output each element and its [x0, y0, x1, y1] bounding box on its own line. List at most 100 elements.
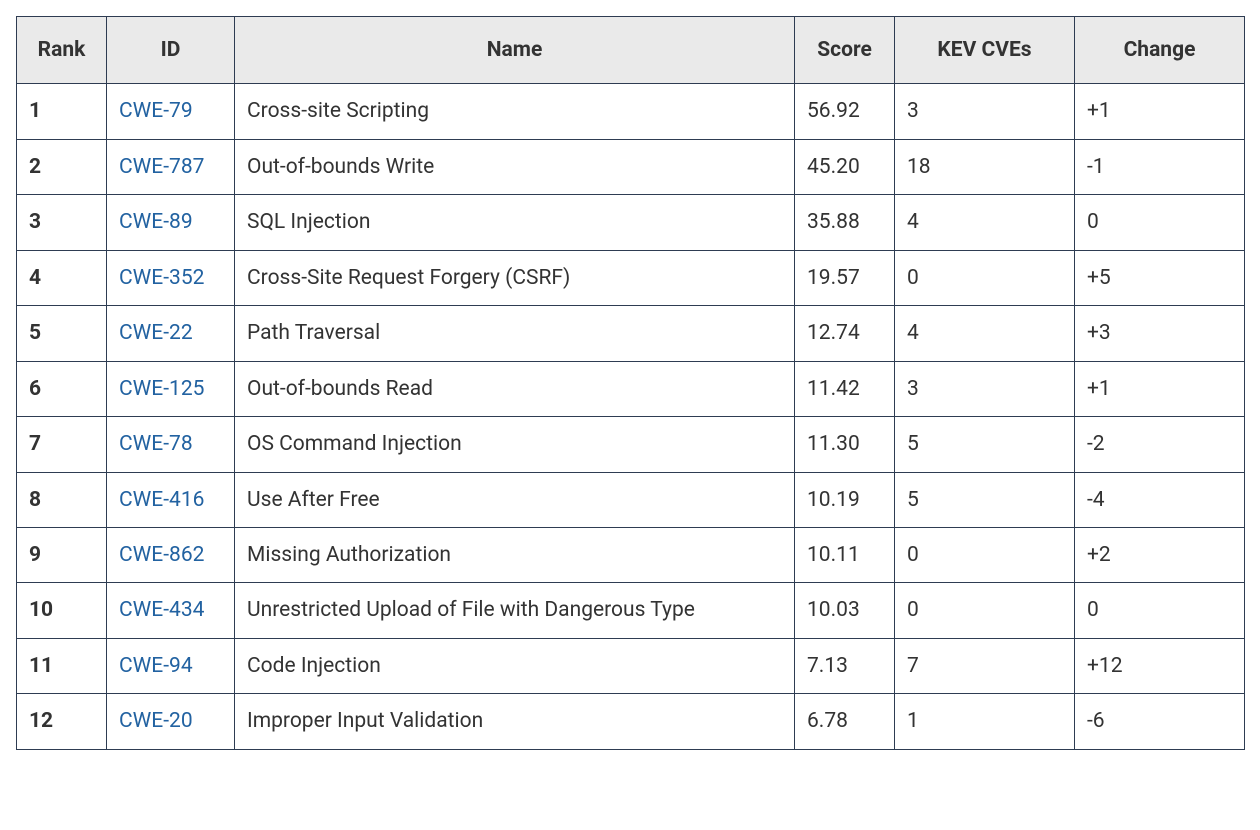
cell-score: 10.11 — [795, 527, 895, 582]
cell-score: 7.13 — [795, 638, 895, 693]
cwe-link[interactable]: CWE-22 — [119, 321, 193, 345]
cwe-link[interactable]: CWE-787 — [119, 155, 204, 179]
cell-change: -2 — [1075, 417, 1245, 472]
cell-rank: 8 — [17, 472, 107, 527]
cwe-link[interactable]: CWE-94 — [119, 654, 193, 678]
table-row: 2 CWE-787 Out-of-bounds Write 45.20 18 -… — [17, 139, 1245, 194]
col-header-id: ID — [107, 17, 235, 84]
cell-id: CWE-862 — [107, 527, 235, 582]
cell-name: Out-of-bounds Write — [235, 139, 795, 194]
cell-change: +3 — [1075, 306, 1245, 361]
cell-score: 56.92 — [795, 84, 895, 139]
table-header-row: Rank ID Name Score KEV CVEs Change — [17, 17, 1245, 84]
cwe-top-table: Rank ID Name Score KEV CVEs Change 1 CWE… — [16, 16, 1245, 750]
col-header-kev: KEV CVEs — [895, 17, 1075, 84]
cell-change: +1 — [1075, 84, 1245, 139]
cell-kev: 0 — [895, 583, 1075, 638]
cell-change: +12 — [1075, 638, 1245, 693]
cell-change: -1 — [1075, 139, 1245, 194]
table-row: 12 CWE-20 Improper Input Validation 6.78… — [17, 694, 1245, 749]
cell-rank: 2 — [17, 139, 107, 194]
cell-name: Use After Free — [235, 472, 795, 527]
cwe-link[interactable]: CWE-20 — [119, 709, 193, 733]
cwe-link[interactable]: CWE-78 — [119, 432, 193, 456]
cell-change: 0 — [1075, 583, 1245, 638]
table-row: 3 CWE-89 SQL Injection 35.88 4 0 — [17, 195, 1245, 250]
cell-change: -6 — [1075, 694, 1245, 749]
cell-name: Out-of-bounds Read — [235, 361, 795, 416]
cell-id: CWE-79 — [107, 84, 235, 139]
cell-name: Cross-site Scripting — [235, 84, 795, 139]
cell-name: Unrestricted Upload of File with Dangero… — [235, 583, 795, 638]
col-header-score: Score — [795, 17, 895, 84]
table-row: 10 CWE-434 Unrestricted Upload of File w… — [17, 583, 1245, 638]
cell-kev: 0 — [895, 250, 1075, 305]
cell-id: CWE-434 — [107, 583, 235, 638]
cwe-link[interactable]: CWE-125 — [119, 377, 204, 401]
table-row: 9 CWE-862 Missing Authorization 10.11 0 … — [17, 527, 1245, 582]
cell-rank: 9 — [17, 527, 107, 582]
table-row: 5 CWE-22 Path Traversal 12.74 4 +3 — [17, 306, 1245, 361]
cell-rank: 1 — [17, 84, 107, 139]
cell-id: CWE-20 — [107, 694, 235, 749]
cell-score: 45.20 — [795, 139, 895, 194]
cell-kev: 7 — [895, 638, 1075, 693]
cell-id: CWE-352 — [107, 250, 235, 305]
cell-score: 10.19 — [795, 472, 895, 527]
cwe-link[interactable]: CWE-416 — [119, 488, 204, 512]
cell-kev: 18 — [895, 139, 1075, 194]
cell-name: Code Injection — [235, 638, 795, 693]
cell-change: +5 — [1075, 250, 1245, 305]
cell-name: Cross-Site Request Forgery (CSRF) — [235, 250, 795, 305]
cell-id: CWE-125 — [107, 361, 235, 416]
cell-name: SQL Injection — [235, 195, 795, 250]
cell-id: CWE-78 — [107, 417, 235, 472]
col-header-change: Change — [1075, 17, 1245, 84]
cell-id: CWE-22 — [107, 306, 235, 361]
cell-name: Missing Authorization — [235, 527, 795, 582]
cell-kev: 4 — [895, 195, 1075, 250]
cwe-link[interactable]: CWE-352 — [119, 266, 204, 290]
cell-rank: 11 — [17, 638, 107, 693]
table-row: 7 CWE-78 OS Command Injection 11.30 5 -2 — [17, 417, 1245, 472]
cell-id: CWE-416 — [107, 472, 235, 527]
cell-id: CWE-787 — [107, 139, 235, 194]
cell-rank: 4 — [17, 250, 107, 305]
cwe-link[interactable]: CWE-89 — [119, 210, 193, 234]
cell-score: 12.74 — [795, 306, 895, 361]
table-row: 8 CWE-416 Use After Free 10.19 5 -4 — [17, 472, 1245, 527]
table-row: 11 CWE-94 Code Injection 7.13 7 +12 — [17, 638, 1245, 693]
cell-kev: 5 — [895, 417, 1075, 472]
cell-change: +1 — [1075, 361, 1245, 416]
cell-score: 19.57 — [795, 250, 895, 305]
cell-kev: 3 — [895, 361, 1075, 416]
cell-name: Path Traversal — [235, 306, 795, 361]
cell-rank: 10 — [17, 583, 107, 638]
cell-score: 6.78 — [795, 694, 895, 749]
cell-id: CWE-94 — [107, 638, 235, 693]
cell-rank: 12 — [17, 694, 107, 749]
table-row: 1 CWE-79 Cross-site Scripting 56.92 3 +1 — [17, 84, 1245, 139]
cell-rank: 3 — [17, 195, 107, 250]
cell-score: 35.88 — [795, 195, 895, 250]
cell-change: 0 — [1075, 195, 1245, 250]
table-row: 4 CWE-352 Cross-Site Request Forgery (CS… — [17, 250, 1245, 305]
cwe-link[interactable]: CWE-79 — [119, 99, 193, 123]
cell-change: -4 — [1075, 472, 1245, 527]
cell-rank: 6 — [17, 361, 107, 416]
cwe-link[interactable]: CWE-434 — [119, 598, 204, 622]
cell-name: Improper Input Validation — [235, 694, 795, 749]
cell-rank: 5 — [17, 306, 107, 361]
cell-score: 11.30 — [795, 417, 895, 472]
cell-kev: 0 — [895, 527, 1075, 582]
cell-kev: 4 — [895, 306, 1075, 361]
cell-kev: 1 — [895, 694, 1075, 749]
cwe-link[interactable]: CWE-862 — [119, 543, 204, 567]
cell-kev: 5 — [895, 472, 1075, 527]
cell-id: CWE-89 — [107, 195, 235, 250]
cell-change: +2 — [1075, 527, 1245, 582]
cell-kev: 3 — [895, 84, 1075, 139]
cell-score: 11.42 — [795, 361, 895, 416]
cell-score: 10.03 — [795, 583, 895, 638]
col-header-name: Name — [235, 17, 795, 84]
